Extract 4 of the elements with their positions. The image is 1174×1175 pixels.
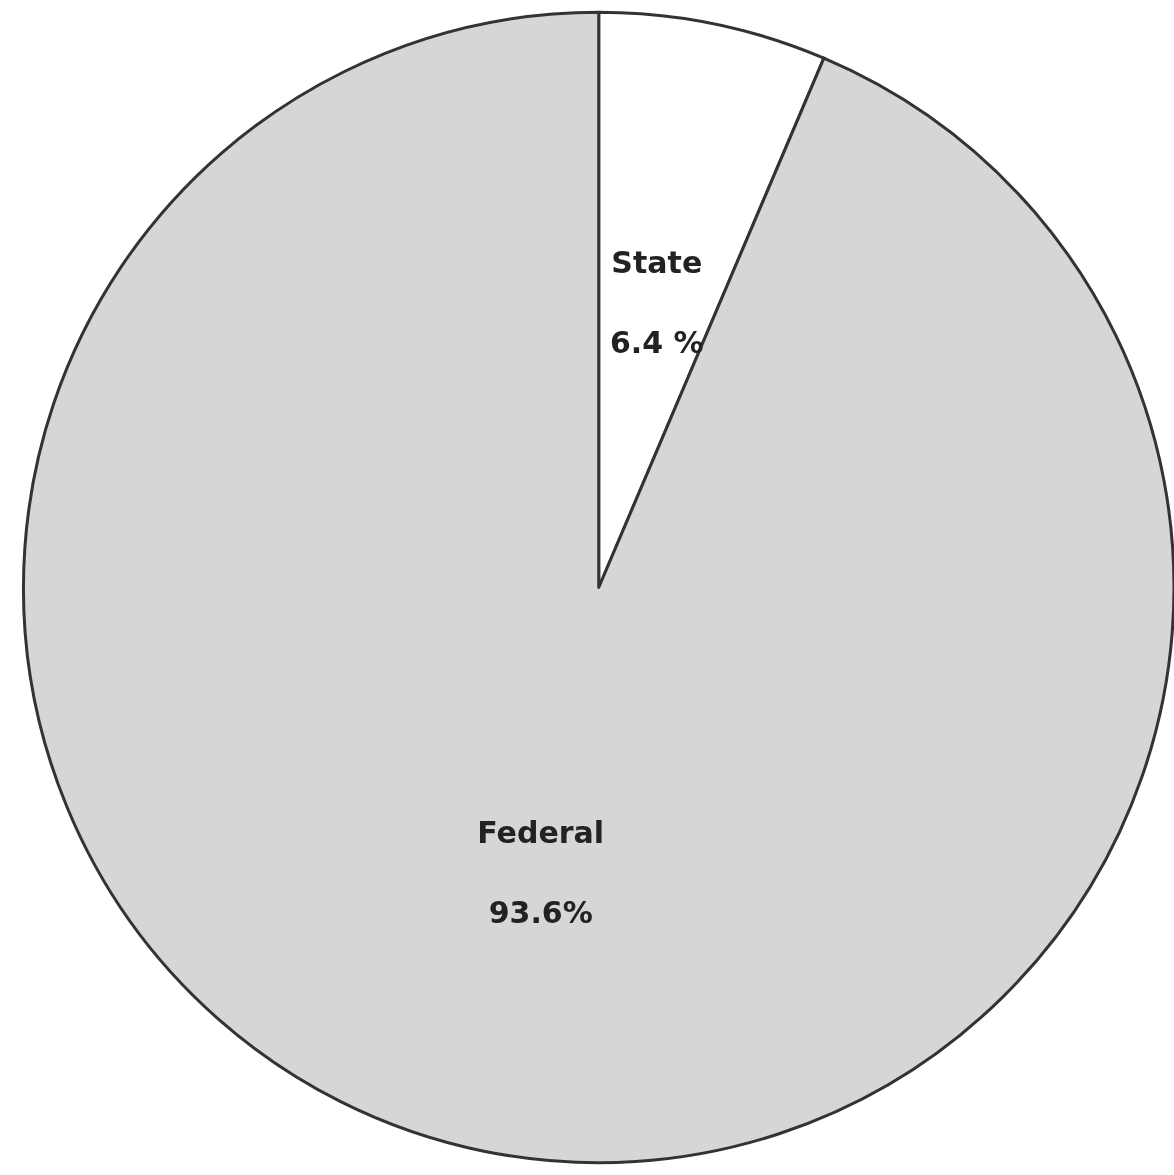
slice-label: Federal	[477, 814, 605, 850]
data-label: 93.6%	[488, 894, 593, 930]
slice-label: State	[611, 245, 703, 281]
data-label: 6.4 %	[609, 325, 704, 361]
